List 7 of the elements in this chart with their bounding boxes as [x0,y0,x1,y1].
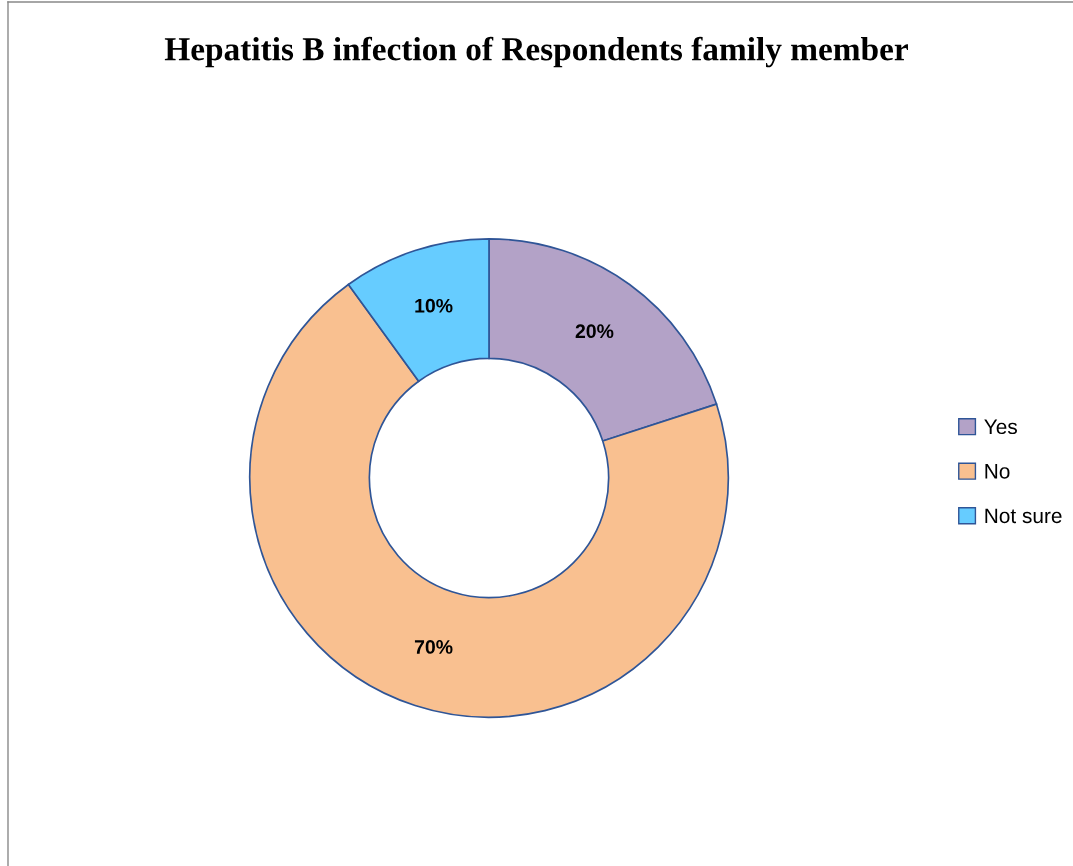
chart-title: Hepatitis B infection of Respondents family member [164,36,908,68]
data-label: 70% [414,640,453,654]
data-label: 10% [415,298,453,313]
legend-label: No [985,464,1010,479]
data-label: 20% [575,324,614,339]
legend-label: Not sure [985,508,1062,524]
legend-label: Yes [984,419,1017,435]
